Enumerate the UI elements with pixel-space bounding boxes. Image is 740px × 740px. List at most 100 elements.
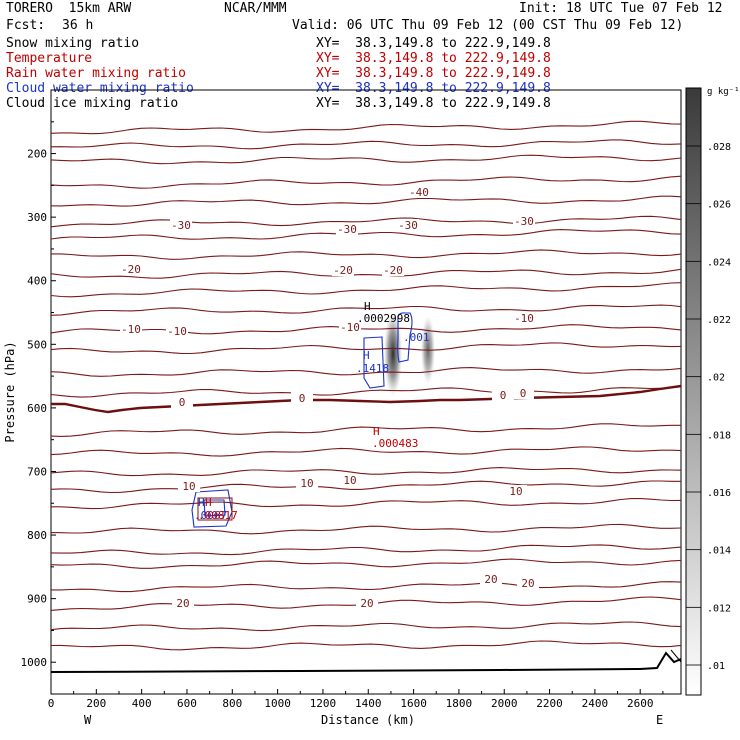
temp-label-bg-18 (339, 474, 361, 486)
colorbar-tick-label-4: .018 (707, 430, 731, 441)
cloud-water-high-value: .1418 (356, 362, 389, 375)
colorbar-tick-label-2: .014 (707, 546, 731, 557)
field-rain-xy: XY= 38.3,149.8 to 222.9,149.8 (316, 66, 551, 81)
x-tick-label-9: 1800 (446, 697, 473, 710)
isotherm-line-19 (51, 498, 682, 510)
x-tick-label-3: 600 (177, 697, 197, 710)
isotherm-line-23 (51, 581, 682, 593)
colorbar-tick-label-8: .026 (707, 200, 731, 211)
x-axis: 0 200 400 600 800 1000 1200 1400 1600 1800 2000 220… (48, 689, 664, 710)
temp-label-0: -40 (409, 186, 429, 199)
header-fcst-value: 36 h (62, 18, 94, 33)
temp-label-6: -20 (333, 264, 353, 277)
header-valid: Valid: 06 UTC Thu 09 Feb 12 (00 CST Thu … (292, 18, 684, 33)
x-tick-label-0: 0 (48, 697, 55, 710)
temp-label-9: -10 (167, 325, 187, 338)
isotherm-line-1 (50, 139, 682, 150)
header-init: Init: 18 UTC Tue 07 Feb 12 (519, 1, 723, 16)
temp-label-15: 0 (520, 387, 527, 400)
temp-label-bg-10 (339, 321, 361, 333)
y-tick-label-0: 200 (27, 148, 47, 161)
temp-label-bg-20 (172, 597, 194, 609)
x-tick-label-6: 1200 (310, 697, 337, 710)
colorbar-tick-label-1: .012 (707, 603, 731, 614)
temp-label-19: 10 (509, 485, 522, 498)
field-cloudice-name: Cloud ice mixing ratio (6, 96, 179, 111)
temp-label-bg-4 (513, 215, 535, 227)
low-level-cloud-high-marker: H (198, 496, 205, 509)
temp-label-bg-3 (397, 219, 419, 231)
temp-label-4: -30 (514, 215, 534, 228)
temp-label-16: 10 (182, 480, 195, 493)
cloud-water-contours (191, 312, 413, 528)
isotherm-line-8 (50, 268, 682, 279)
temperature-labels: -40-30 -30 -30 -30-20 -20 -20-10 -10 -10-100 0 0 0… (120, 186, 539, 610)
x-tick-label-1: 200 (86, 697, 106, 710)
temp-label-11: -10 (514, 312, 534, 325)
isotherm-line-10 (50, 304, 682, 316)
isotherm-line-4 (50, 195, 682, 207)
temp-label-bg-2 (336, 223, 358, 235)
y-tick-label-6: 800 (27, 529, 47, 542)
rain-high-marker: H (373, 425, 380, 438)
x-tick-label-10: 2000 (491, 697, 518, 710)
x-tick-label-4: 800 (222, 697, 242, 710)
y-tick-label-3: 500 (27, 338, 47, 351)
colorbar-tick-label-6: .022 (707, 315, 731, 326)
temp-label-bg-17 (296, 477, 318, 489)
y-tick-label-5: 700 (27, 465, 47, 478)
field-temp-xy: XY= 38.3,149.8 to 222.9,149.8 (316, 51, 551, 66)
temp-label-5: -20 (121, 263, 141, 276)
y-tick-label-1: 300 (27, 211, 47, 224)
colorbar-tick-label-3: .016 (707, 488, 731, 499)
colorbar: .01 .012 .014 .016 .018 .02 .022 .024 .026 .028 g… (685, 87, 740, 696)
low-level-rain-high-value: .00817 (198, 509, 238, 522)
header-model: TORERO 15km ARW (6, 1, 132, 16)
temp-label-12: 0 (179, 396, 186, 409)
colorbar-tick-label-7: .024 (707, 257, 731, 268)
isotherm-line-2 (50, 154, 682, 165)
isotherm-line-25 (50, 621, 682, 632)
isotherm-line-20 (50, 523, 682, 535)
y-axis-label: Pressure (hPa) (3, 341, 17, 442)
x-axis-east-label: E (656, 713, 663, 727)
header-fcst-label: Fcst: (6, 18, 46, 33)
temp-label-bg-8 (120, 323, 142, 335)
temp-label-13: 0 (299, 392, 306, 405)
x-tick-label-8: 1600 (400, 697, 427, 710)
annotations: H .0002998 H .1418 .001 H .000483 H H .0… (194, 300, 430, 522)
temp-label-bg-21 (356, 597, 378, 609)
temp-label-23: 20 (521, 577, 534, 590)
temp-label-3: -30 (398, 219, 418, 232)
y-tick-label-8: 1000 (21, 656, 48, 669)
temp-label-bg-6 (332, 264, 354, 276)
isotherm-line-5 (50, 215, 682, 228)
field-cloudice-xy: XY= 38.3,149.8 to 222.9,149.8 (316, 96, 551, 111)
isotherm-line-17 (50, 467, 682, 477)
cloud-ice-high-value: .0002998 (357, 312, 410, 325)
colorbar-unit: g kg⁻¹ (707, 87, 740, 97)
temperature-contours (50, 120, 682, 651)
header-org: NCAR/MMM (224, 1, 287, 16)
field-cloudwater-xy: XY= 38.3,149.8 to 222.9,149.8 (316, 81, 551, 96)
temp-label-bg-0 (408, 186, 430, 198)
isotherm-line-14 (50, 386, 682, 398)
isotherm-line-12 (50, 342, 682, 355)
colorbar-tick-label-0: .01 (707, 661, 725, 672)
temp-label-8: -10 (121, 323, 141, 336)
field-rain-name: Rain water mixing ratio (6, 66, 187, 81)
isotherm-line-26 (50, 640, 682, 651)
temp-label-22: 20 (484, 573, 497, 586)
isotherm-line-15 (50, 423, 681, 437)
isotherm-line-9 (50, 282, 682, 298)
rain-water-contours (197, 497, 233, 521)
temp-label-bg-19 (505, 485, 527, 497)
x-tick-label-7: 1400 (355, 697, 382, 710)
isotherm-line-7 (51, 249, 682, 260)
temp-label-bg-1 (170, 219, 192, 231)
field-cloudwater-name: Cloud water mixing ratio (6, 81, 194, 96)
isotherm-line-6 (50, 229, 682, 240)
temp-label-bg-22 (480, 573, 502, 585)
y-tick-label-2: 400 (27, 275, 47, 288)
